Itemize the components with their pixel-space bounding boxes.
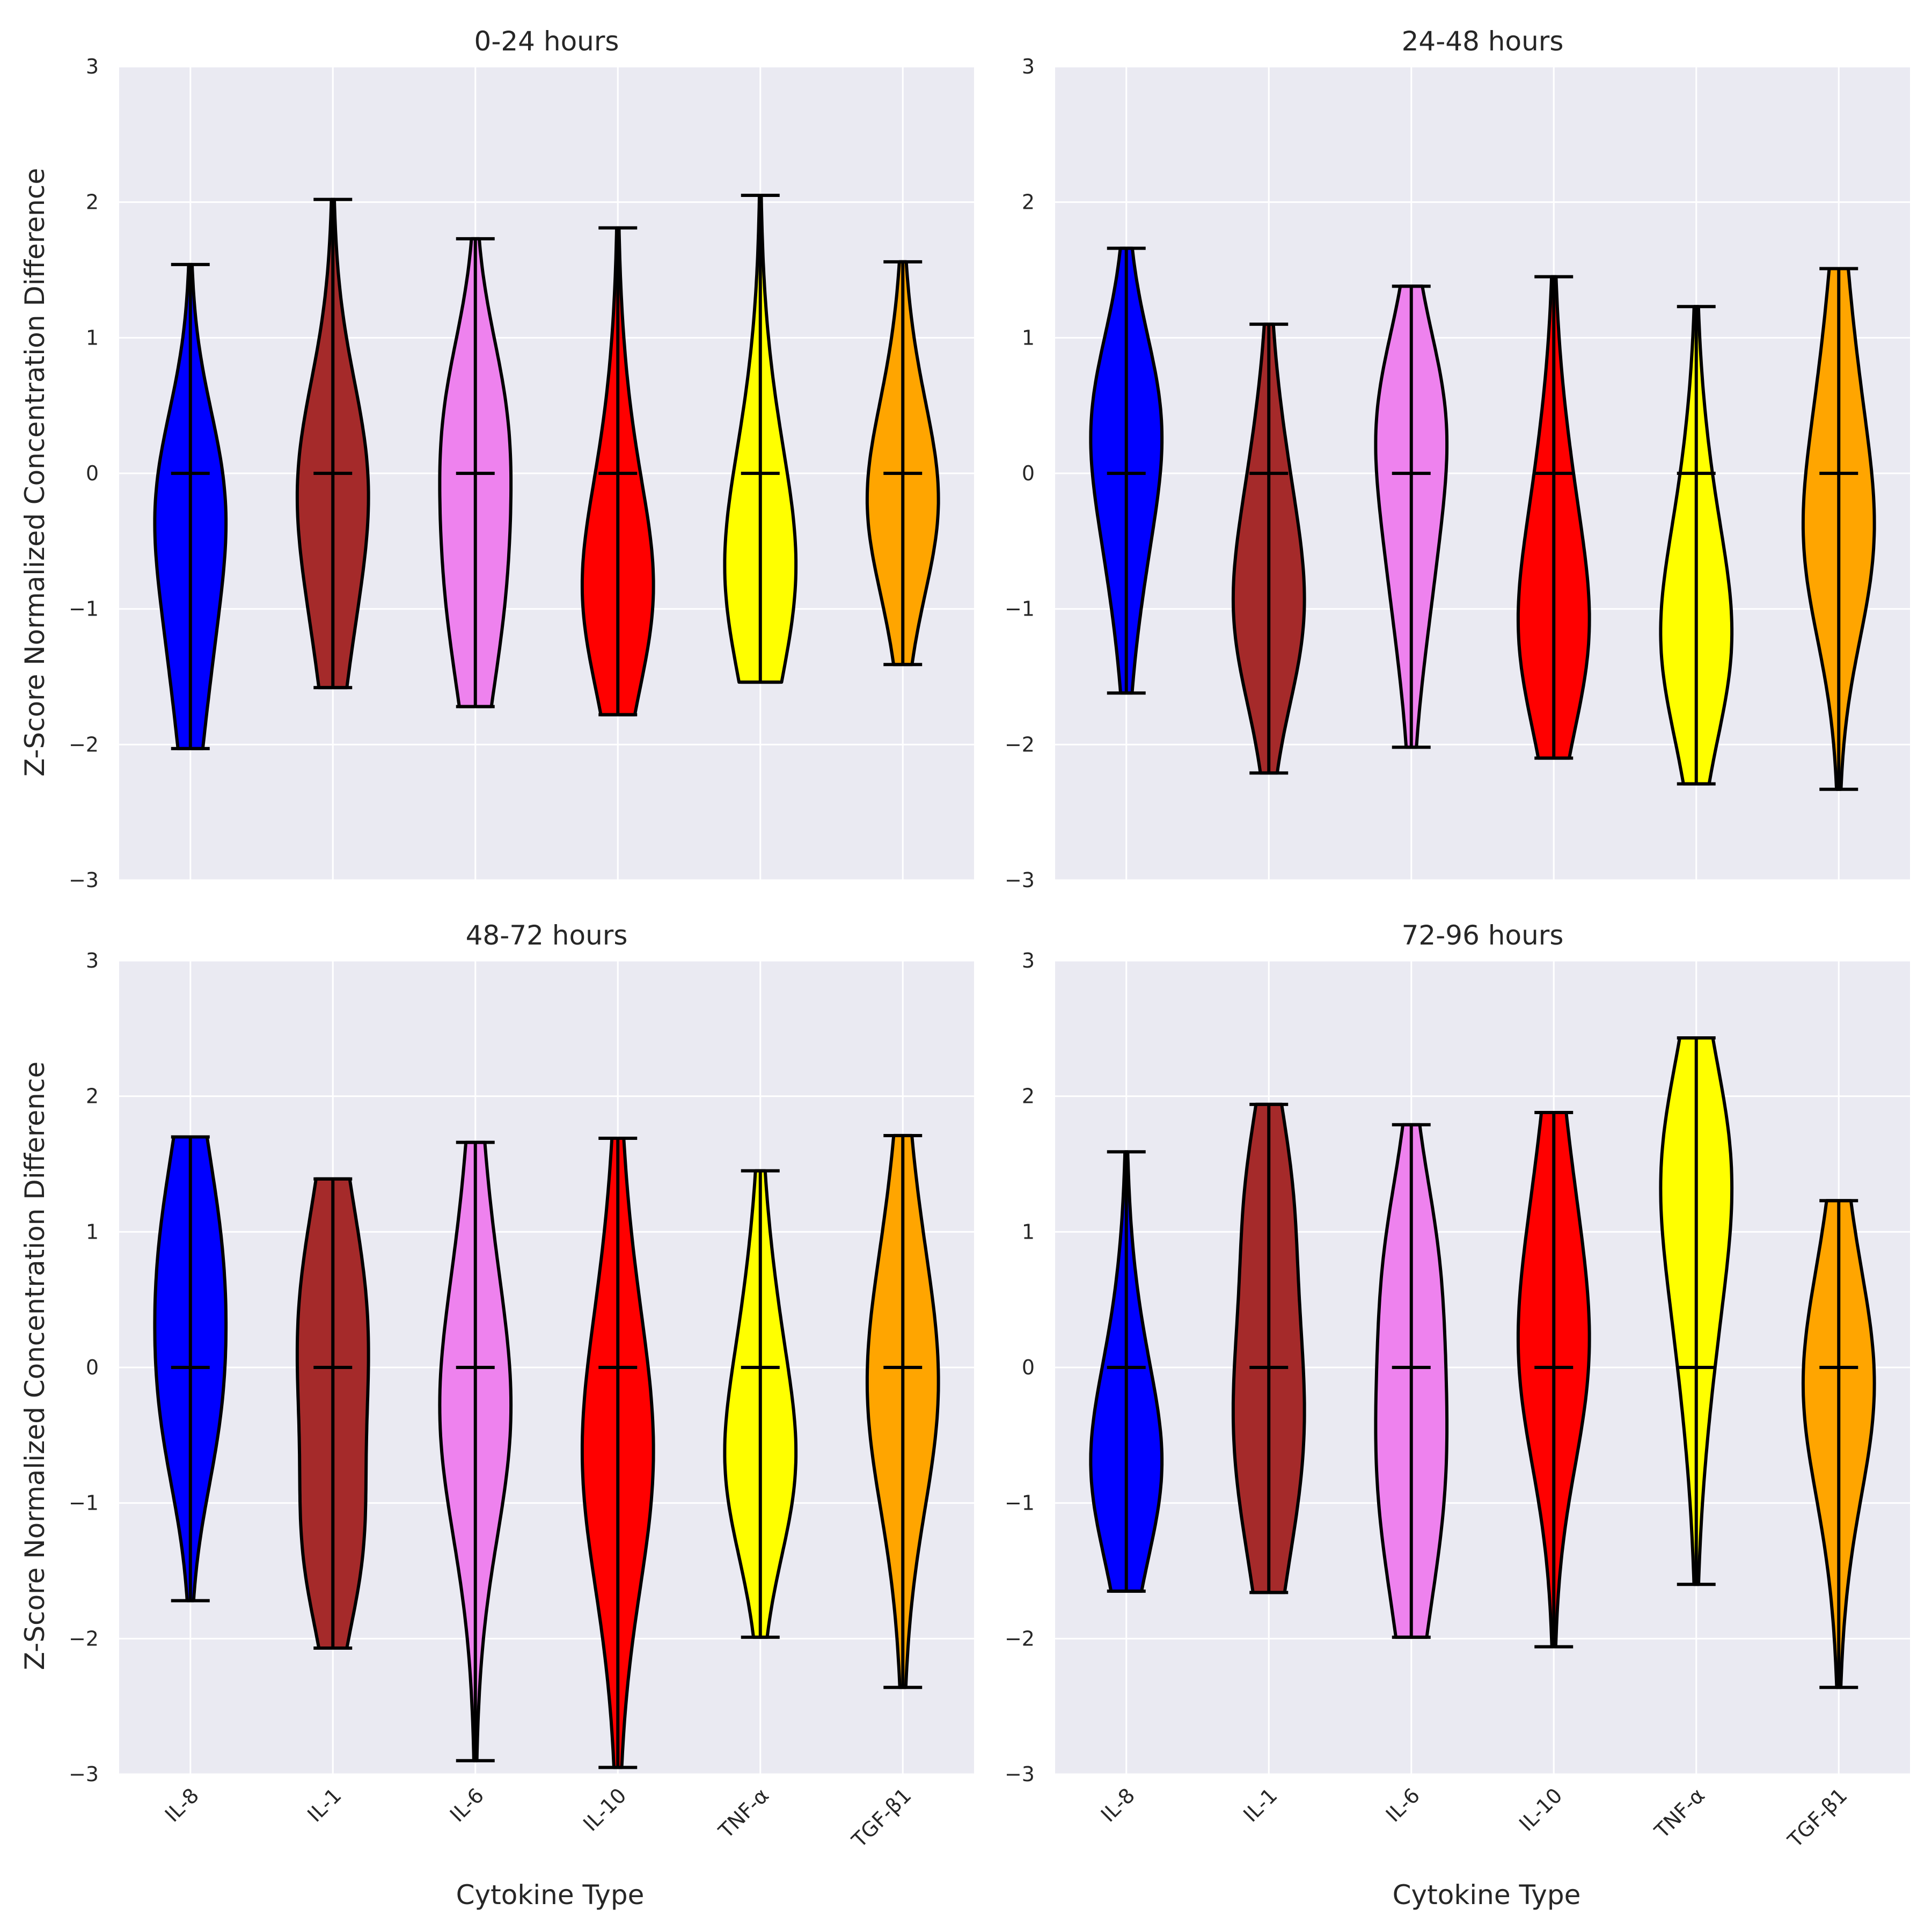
y-tick-label: 3 — [1022, 55, 1035, 78]
y-tick-label: 2 — [86, 191, 99, 214]
y-tick-label: −2 — [69, 733, 99, 756]
x-tick-label: IL-6 — [1381, 1783, 1424, 1826]
violin-5 — [1659, 1036, 1734, 1586]
violin-2 — [1231, 323, 1306, 775]
y-tick-label: −3 — [69, 868, 99, 892]
violin-3 — [1374, 284, 1449, 749]
x-tick-label: IL-8 — [160, 1783, 203, 1826]
y-tick-label: 3 — [86, 949, 99, 972]
y-tick-label: −3 — [1005, 1762, 1035, 1786]
violin-6 — [865, 260, 940, 667]
ylabel-bottom: Z-Score Normalized Concentration Differe… — [19, 1062, 50, 1670]
panel-3: −3 −2 −1 0 1 2 3 48-72 hours IL-8 IL-1 IL-6 IL-10 TN… — [69, 920, 974, 1853]
y-tick-label: 2 — [86, 1085, 99, 1108]
x-tick-label: IL-1 — [303, 1783, 346, 1826]
violin-5 — [723, 1169, 798, 1639]
violin-4 — [580, 226, 655, 716]
ylabel-top: Z-Score Normalized Concentration Differe… — [19, 168, 50, 777]
y-tick-label: 3 — [1022, 949, 1035, 972]
violin-3 — [438, 237, 513, 708]
panel-title: 24-48 hours — [1402, 26, 1564, 57]
ylabel-bottom-text: Z-Score Normalized Concentration Differe… — [19, 1062, 50, 1670]
x-tick-label: TNF-α — [714, 1783, 773, 1843]
violin-2 — [1231, 1102, 1306, 1594]
violin-1 — [1089, 1150, 1164, 1593]
violin-3 — [438, 1140, 513, 1762]
x-tick-label: IL-8 — [1096, 1783, 1139, 1826]
y-tick-label: 0 — [86, 462, 99, 485]
y-tick-label: −1 — [69, 1491, 99, 1515]
panel-title: 48-72 hours — [466, 920, 628, 951]
x-tick-label: TGF-β1 — [1783, 1783, 1851, 1852]
violin-1 — [153, 262, 228, 750]
y-tick-label: −2 — [69, 1627, 99, 1650]
y-tick-label: 1 — [1022, 326, 1035, 349]
xlabel-right: Cytokine Type — [1393, 1879, 1581, 1911]
y-tick-label: 2 — [1022, 1085, 1035, 1108]
x-tick-label: IL-1 — [1239, 1783, 1282, 1826]
y-tick-label: −1 — [1005, 597, 1035, 621]
y-tick-label: −3 — [69, 1762, 99, 1786]
violin-1 — [153, 1135, 228, 1602]
panel-2: −3 −2 −1 0 1 2 3 24-48 hours — [1005, 26, 1910, 892]
x-tick-label: IL-10 — [1514, 1783, 1567, 1835]
panel-1: −3 −2 −1 0 1 2 3 0-24 hours — [69, 26, 974, 892]
ylabel-top-text: Z-Score Normalized Concentration Differe… — [19, 168, 50, 777]
violin-4 — [1516, 1110, 1591, 1649]
x-tick-label: TGF-β1 — [847, 1783, 916, 1852]
x-tick-label: TNF-α — [1650, 1783, 1709, 1843]
violin-2 — [295, 1177, 370, 1650]
y-tick-label: 1 — [86, 1220, 99, 1243]
y-tick-label: 2 — [1022, 191, 1035, 214]
y-tick-label: 1 — [86, 326, 99, 349]
violin-2 — [295, 197, 370, 690]
violin-4 — [1516, 275, 1591, 760]
y-tick-label: 1 — [1022, 1220, 1035, 1243]
y-tick-label: −1 — [1005, 1491, 1035, 1515]
y-tick-label: 0 — [86, 1356, 99, 1379]
y-tick-label: 0 — [1022, 462, 1035, 485]
x-tick-label: IL-6 — [445, 1783, 488, 1826]
xlabel-left: Cytokine Type — [456, 1879, 645, 1911]
panels: −3 −2 −1 0 1 2 3 0-24 hours −3 −2 −1 0 1 2 3 24-48 hour… — [69, 26, 1910, 1853]
y-tick-label: 3 — [86, 55, 99, 78]
y-tick-label: −3 — [1005, 868, 1035, 892]
violin-1 — [1089, 246, 1164, 695]
y-tick-label: −1 — [69, 597, 99, 621]
violin-4 — [580, 1136, 655, 1769]
violin-6 — [1801, 267, 1876, 791]
y-tick-label: −2 — [1005, 733, 1035, 756]
x-tick-label: IL-10 — [579, 1783, 631, 1835]
panel-4: −3 −2 −1 0 1 2 3 72-96 hours IL-8 IL-1 IL-6 IL-10 TN… — [1005, 920, 1910, 1853]
violin-6 — [865, 1133, 940, 1689]
y-tick-label: 0 — [1022, 1356, 1035, 1379]
violin-5 — [723, 194, 798, 684]
panel-title: 72-96 hours — [1402, 920, 1564, 951]
panel-title: 0-24 hours — [474, 26, 619, 57]
violin-6 — [1801, 1199, 1876, 1689]
violin-5 — [1659, 305, 1734, 786]
y-tick-label: −2 — [1005, 1627, 1035, 1650]
violin-3 — [1374, 1123, 1449, 1639]
